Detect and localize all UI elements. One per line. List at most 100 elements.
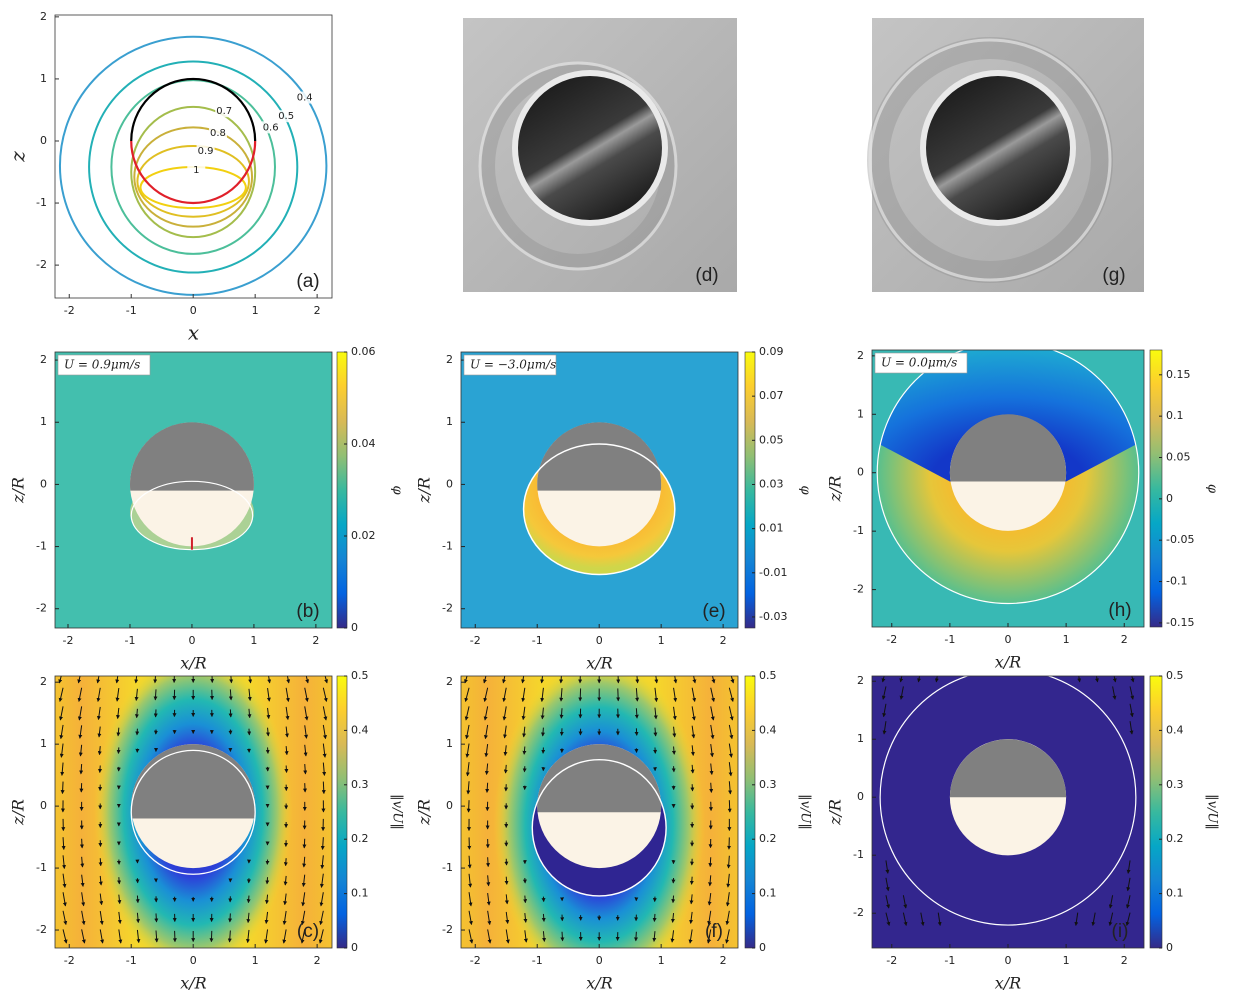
colorbar-tick-label: 0.4 <box>759 723 777 736</box>
x-axis-label: x/R <box>180 654 206 673</box>
y-tick-label: 1 <box>40 72 47 85</box>
sphere <box>926 76 1070 220</box>
flow-arrow <box>487 783 488 793</box>
flow-arrow <box>488 857 489 866</box>
colorbar-tick-label: 0.2 <box>759 832 777 845</box>
flow-arrow <box>230 689 231 699</box>
y-tick-label: 2 <box>446 675 453 688</box>
figure: 0.40.50.60.70.80.91-2-1012-2-1012xz(a)(d… <box>0 0 1234 995</box>
colorbar <box>337 352 347 628</box>
colorbar-tick-label: 0 <box>759 941 766 954</box>
x-tick-label: 0 <box>1005 954 1012 967</box>
flow-arrow <box>286 858 287 865</box>
x-tick-label: -1 <box>126 304 137 317</box>
colorbar-label: φ <box>390 485 405 495</box>
x-axis-label: x/R <box>586 654 612 673</box>
colorbar-tick-label: 0.02 <box>351 529 376 542</box>
y-tick-label: -1 <box>442 861 453 874</box>
y-tick-label: 1 <box>446 737 453 750</box>
panel-label: (h) <box>1108 600 1131 621</box>
colorbar-tick-label: 0.5 <box>1166 669 1184 682</box>
flow-arrow <box>119 877 120 884</box>
y-tick-label: 1 <box>857 407 864 420</box>
colorbar-tick-label: 0.5 <box>351 669 369 682</box>
panel-label: (b) <box>296 601 319 622</box>
x-axis-label: x <box>188 321 199 345</box>
contour-label: 0.8 <box>210 128 226 139</box>
y-axis-label: z/R <box>9 799 28 826</box>
panel-label: (i) <box>1112 921 1129 942</box>
flow-arrow <box>636 932 637 941</box>
y-tick-label: 2 <box>40 675 47 688</box>
flow-arrow <box>543 914 544 921</box>
colorbar-tick-label: -0.15 <box>1166 616 1194 629</box>
y-tick-label: 2 <box>857 349 864 362</box>
x-axis-label: x/R <box>995 974 1021 993</box>
colorbar <box>337 676 347 948</box>
contour-label: 1 <box>193 165 199 176</box>
colorbar-tick-label: 0 <box>1166 941 1173 954</box>
panel: -2-1012-2-1012x/Rz/R(f)00.10.20.30.40.5‖… <box>413 620 812 992</box>
y-tick-label: 1 <box>857 732 864 745</box>
x-axis-label: x/R <box>995 653 1021 672</box>
y-axis-label: z/R <box>415 799 434 826</box>
y-axis-label: z/R <box>826 799 845 826</box>
y-axis-label: z/R <box>9 477 28 504</box>
flow-arrow <box>267 877 268 884</box>
x-tick-label: -1 <box>532 954 543 967</box>
flow-arrow <box>469 800 470 812</box>
page: 0.40.50.60.70.80.91-2-1012-2-1012xz(a)(d… <box>0 0 1234 995</box>
y-tick-label: 2 <box>40 353 47 366</box>
colorbar <box>1150 350 1162 627</box>
photo: (g) <box>870 18 1144 292</box>
contour-label: 0.6 <box>263 122 279 133</box>
flow-arrow <box>543 728 544 736</box>
panel-label: (f) <box>705 921 723 942</box>
colorbar-tick-label: 0.3 <box>1166 778 1184 791</box>
x-tick-label: -1 <box>944 954 955 967</box>
panel-label: (a) <box>296 271 319 292</box>
panel: 0.40.50.60.70.80.91-2-1012-2-1012xz(a) <box>6 10 333 345</box>
x-tick-label: -2 <box>63 634 74 647</box>
x-axis-label: x/R <box>180 974 206 993</box>
flow-arrow <box>562 932 563 941</box>
contour-label: 0.4 <box>297 93 313 104</box>
y-tick-label: -2 <box>36 602 47 615</box>
y-tick-label: 2 <box>446 353 453 366</box>
y-tick-label: 0 <box>446 477 453 490</box>
x-tick-label: -2 <box>470 954 481 967</box>
flow-arrow <box>711 783 712 793</box>
colorbar-tick-label: 0 <box>351 941 358 954</box>
y-tick-label: 2 <box>857 674 864 687</box>
colorbar-tick-label: 0.4 <box>351 723 369 736</box>
flow-arrow <box>525 896 526 903</box>
x-tick-label: 0 <box>190 304 197 317</box>
y-axis-label: z/R <box>826 476 845 503</box>
colorbar-tick-label: 0.06 <box>351 345 376 358</box>
y-tick-label: -1 <box>36 861 47 874</box>
colorbar-label: ‖v/U‖ <box>390 794 405 830</box>
colorbar-tick-label: 0.1 <box>1166 409 1184 422</box>
x-tick-label: 0 <box>188 634 195 647</box>
flow-arrow <box>692 765 693 773</box>
x-tick-label: 0 <box>190 954 197 967</box>
plot-area <box>413 298 785 671</box>
x-tick-label: 1 <box>658 634 665 647</box>
y-tick-label: 0 <box>40 799 47 812</box>
x-tick-label: 2 <box>720 954 727 967</box>
flow-arrow <box>155 689 156 699</box>
flow-arrow <box>692 877 693 885</box>
colorbar-tick-label: 0.4 <box>1166 723 1184 736</box>
flow-arrow <box>524 747 525 755</box>
contour-label: 0.5 <box>278 111 294 122</box>
colorbar-tick-label: 0.1 <box>1166 887 1184 900</box>
x-tick-label: -1 <box>532 634 543 647</box>
colorbar-tick-label: 0.03 <box>759 477 784 490</box>
plot-area: 0.40.50.60.70.80.91 <box>55 15 332 298</box>
flow-arrow <box>62 782 63 794</box>
colorbar-tick-label: 0.09 <box>759 345 784 358</box>
photo: (d) <box>463 18 737 292</box>
colorbar-tick-label: 0.04 <box>351 437 376 450</box>
x-tick-label: 2 <box>314 954 321 967</box>
flow-arrow <box>506 765 507 773</box>
